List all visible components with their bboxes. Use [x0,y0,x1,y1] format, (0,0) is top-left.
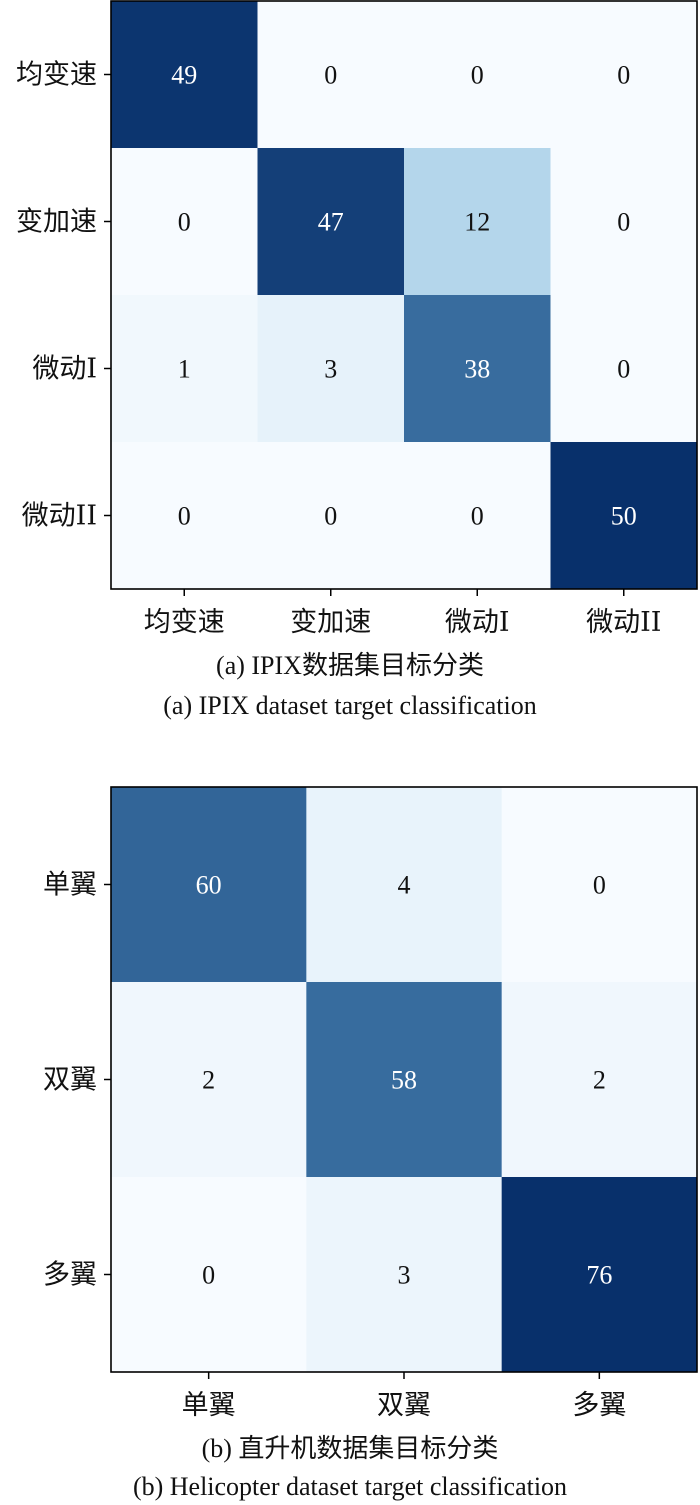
cell-value-label: 0 [324,502,337,531]
confusion-matrix-panel-helicopter: 60 4 0 2 58 2 0 3 76 单翼 双翼 多翼 单翼 双翼 多翼 (b) 直升机数据集目标分类 … [0,785,700,1505]
confusion-matrix-panel-ipix: 49 0 0 0 0 47 12 0 1 3 38 0 0 0 0 50 均变速 变加速 微动I 微动II 均变速 变加速… [0,0,700,730]
matrix-cell-r2-c2 [306,982,503,1178]
matrix-cell-r3-c2 [257,295,405,443]
y-tick-label: 均变速 [16,60,97,91]
cell-value-label: 3 [324,355,337,384]
cell-value-label: 0 [178,208,191,237]
ipix-caption-en: (a) IPIX dataset target classification [163,691,537,720]
x-tick-label: 双翼 [377,1390,431,1421]
matrix-cell-r4-c2 [257,442,405,590]
cell-value-label: 38 [464,355,490,384]
cell-value-label: 47 [318,208,344,237]
matrix-cell-r1-c3 [404,1,551,149]
cell-value-label: 0 [617,61,630,90]
matrix-cell-r4-c1 [111,442,258,590]
cell-value-label: 60 [196,871,222,900]
cell-value-label: 58 [391,1066,417,1095]
y-tick-label: 变加速 [16,207,97,238]
matrix-cell-r3-c3 [404,295,551,443]
matrix-cell-r1-c2 [306,787,503,983]
x-tick-label: 均变速 [144,607,225,638]
matrix-cell-r1-c1 [111,1,258,149]
matrix-cell-r3-c3 [501,1177,698,1373]
matrix-cell-r2-c4 [550,148,698,296]
x-tick-label: 单翼 [182,1390,236,1421]
helicopter-caption-cn: (b) 直升机数据集目标分类 [201,1434,499,1463]
cell-value-label: 0 [471,502,484,531]
matrix-cell-r3-c4 [550,295,698,443]
x-tick-label: 微动I [445,607,510,638]
y-tick-label: 双翼 [43,1065,97,1096]
cell-value-label: 3 [398,1261,411,1290]
cell-value-label: 0 [593,871,606,900]
matrix-cell-r1-c1 [111,787,307,983]
x-tick-label: 变加速 [290,607,371,638]
ipix-caption-cn: (a) IPIX数据集目标分类 [216,651,484,680]
matrix-cell-r3-c1 [111,295,258,443]
matrix-cell-r1-c3 [501,787,698,983]
matrix-cell-r3-c2 [306,1177,503,1373]
cell-value-label: 2 [202,1066,215,1095]
matrix-cell-r4-c3 [404,442,551,590]
cell-value-label: 0 [617,208,630,237]
matrix-frame [110,0,698,590]
cell-value-label: 4 [398,871,411,900]
y-tick-label: 微动II [22,501,97,532]
cell-value-label: 0 [617,355,630,384]
y-tick-label: 多翼 [43,1260,97,1291]
cell-value-label: 1 [178,355,191,384]
matrix-cell-r1-c4 [550,1,698,149]
matrix-cell-r2-c1 [111,982,307,1178]
matrix-cell-r1-c2 [257,1,405,149]
matrix-cell-r4-c4 [550,442,698,590]
cell-value-label: 0 [202,1261,215,1290]
y-tick-label: 微动I [32,354,97,385]
cell-value-label: 2 [593,1066,606,1095]
cell-value-label: 12 [464,208,490,237]
x-tick-label: 多翼 [572,1390,626,1421]
y-tick-label: 单翼 [43,870,97,901]
matrix-cell-r2-c2 [257,148,405,296]
cell-value-label: 49 [171,61,197,90]
matrix-cell-r3-c1 [111,1177,307,1373]
cell-value-label: 0 [324,61,337,90]
x-tick-label: 微动II [586,607,661,638]
cell-value-label: 76 [586,1261,612,1290]
matrix-cell-r2-c1 [111,148,258,296]
cell-value-label: 0 [178,502,191,531]
helicopter-caption-en: (b) Helicopter dataset target classifica… [132,1472,568,1501]
matrix-cell-r2-c3 [501,982,698,1178]
cell-value-label: 0 [471,61,484,90]
matrix-cell-r2-c3 [404,148,551,296]
cell-value-label: 50 [611,502,637,531]
